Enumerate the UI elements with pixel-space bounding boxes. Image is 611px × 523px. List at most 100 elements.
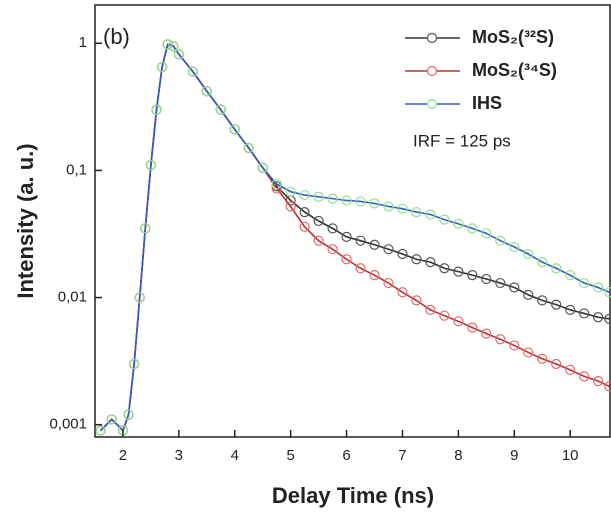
data-point (327, 244, 338, 255)
data-point (299, 189, 310, 201)
data-point (579, 371, 590, 382)
data-point (467, 322, 478, 333)
data-point (467, 223, 478, 234)
data-point (134, 292, 145, 303)
data-point (383, 201, 394, 212)
data-point (453, 218, 464, 229)
x-tick-label: 3 (175, 447, 183, 464)
data-point (299, 206, 310, 218)
data-point (140, 223, 151, 234)
x-axis-label: Delay Time (ns) (272, 483, 434, 508)
data-point (509, 340, 520, 351)
x-tick-label: 8 (454, 447, 462, 464)
data-point (397, 203, 408, 214)
data-point (369, 239, 380, 250)
data-point (565, 304, 576, 315)
data-point (313, 191, 324, 202)
annotation: IRF = 125 ps (413, 131, 511, 150)
series-line (100, 43, 610, 432)
data-point (593, 376, 604, 387)
x-tick-label: 7 (398, 447, 406, 464)
data-point (551, 358, 562, 370)
y-tick-label: 0,001 (49, 416, 87, 433)
data-point (257, 162, 268, 173)
data-point (162, 39, 173, 50)
data-point (285, 186, 296, 197)
data-point (145, 160, 157, 171)
data-point (593, 312, 604, 323)
data-point (425, 257, 436, 268)
data-point (229, 124, 240, 135)
y-tick-label: 0,1 (66, 161, 87, 178)
data-point (565, 270, 576, 281)
data-point (411, 254, 422, 265)
legend-label: IHS (472, 93, 502, 113)
x-tick-label: 9 (510, 447, 518, 464)
panel-label: (b) (103, 24, 130, 49)
data-point (369, 198, 380, 209)
x-tick-label: 4 (231, 447, 239, 464)
data-point (495, 235, 506, 246)
data-point (397, 248, 408, 260)
data-point (411, 295, 422, 306)
data-point (523, 248, 534, 260)
x-tick-label: 10 (562, 447, 579, 464)
series-line (100, 43, 610, 432)
data-point (151, 104, 162, 115)
data-point (341, 254, 352, 265)
data-point (481, 273, 492, 285)
data-point (523, 289, 534, 300)
data-point (95, 425, 106, 436)
data-point (425, 304, 436, 315)
data-point (285, 201, 296, 212)
data-point (383, 277, 394, 289)
data-point (341, 231, 352, 242)
data-point (551, 299, 562, 310)
data-point (299, 221, 310, 232)
data-point (341, 195, 352, 206)
data-point (355, 196, 366, 207)
data-point (495, 277, 506, 289)
data-point (106, 414, 117, 425)
legend-marker (426, 65, 438, 77)
data-point (215, 104, 226, 115)
series-layer (95, 39, 611, 436)
data-point (271, 179, 282, 190)
data-point (604, 313, 611, 324)
data-point (537, 257, 548, 268)
data-point (579, 277, 590, 289)
y-tick-label: 1 (79, 34, 87, 51)
data-point (123, 409, 134, 420)
data-point (397, 287, 408, 298)
data-point (467, 270, 478, 281)
data-point (313, 235, 324, 246)
x-tick-label: 6 (342, 447, 350, 464)
data-point (453, 316, 464, 327)
data-point (355, 235, 366, 246)
data-point (243, 142, 254, 154)
data-point (355, 263, 366, 274)
data-point (537, 353, 548, 364)
data-point (383, 244, 394, 255)
data-point (604, 287, 611, 298)
data-point (369, 270, 380, 281)
data-point (481, 228, 492, 239)
data-point (593, 282, 604, 293)
data-point (481, 328, 492, 339)
data-point (156, 61, 168, 73)
data-point (201, 86, 212, 97)
data-point (509, 241, 520, 253)
data-point (439, 214, 450, 225)
legend-marker (426, 32, 438, 44)
data-point (327, 193, 338, 204)
data-point (453, 266, 464, 277)
data-point (551, 263, 562, 274)
data-point (537, 295, 548, 306)
data-point (523, 347, 534, 358)
data-point (579, 308, 590, 319)
x-tick-label: 5 (286, 447, 294, 464)
data-point (129, 358, 140, 370)
data-point (604, 381, 611, 392)
data-point (495, 334, 506, 345)
